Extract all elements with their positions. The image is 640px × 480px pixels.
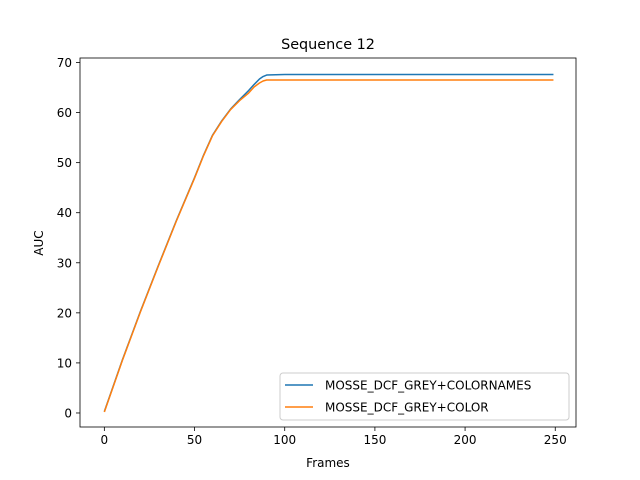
x-tick-label: 0: [101, 433, 109, 447]
legend-box: [279, 372, 570, 421]
plot-frame: [79, 57, 577, 428]
y-axis-label: AUC: [32, 230, 46, 255]
series-line-2: [103, 79, 554, 413]
x-axis: 0 50 100 150 200 250: [101, 427, 567, 447]
x-tick-label: 200: [454, 433, 477, 447]
legend: MOSSE_DCF_GREY+COLORNAMES MOSSE_DCF_GREY+…: [279, 372, 570, 421]
y-tick-label: 30: [57, 256, 72, 270]
legend-label-1: MOSSE_DCF_GREY+COLORNAMES: [325, 379, 531, 393]
legend-label-2: MOSSE_DCF_GREY+COLOR: [325, 401, 489, 415]
x-tick-label: 150: [363, 433, 386, 447]
x-tick-label: 100: [273, 433, 296, 447]
y-tick-label: 10: [57, 356, 72, 370]
y-tick-label: 50: [57, 156, 72, 170]
x-tick-label: 50: [187, 433, 202, 447]
chart-title: Sequence 12: [281, 37, 375, 53]
y-tick-label: 20: [57, 306, 72, 320]
y-tick-label: 70: [57, 56, 72, 70]
y-axis: 0 10 20 30 40 50 60 70: [57, 56, 80, 420]
x-axis-label: Frames: [306, 456, 350, 470]
y-tick-label: 40: [57, 206, 72, 220]
plot-area: [79, 57, 577, 428]
y-tick-label: 60: [57, 106, 72, 120]
series-lines: [103, 73, 554, 413]
x-tick-label: 250: [544, 433, 567, 447]
y-tick-label: 0: [64, 406, 72, 420]
